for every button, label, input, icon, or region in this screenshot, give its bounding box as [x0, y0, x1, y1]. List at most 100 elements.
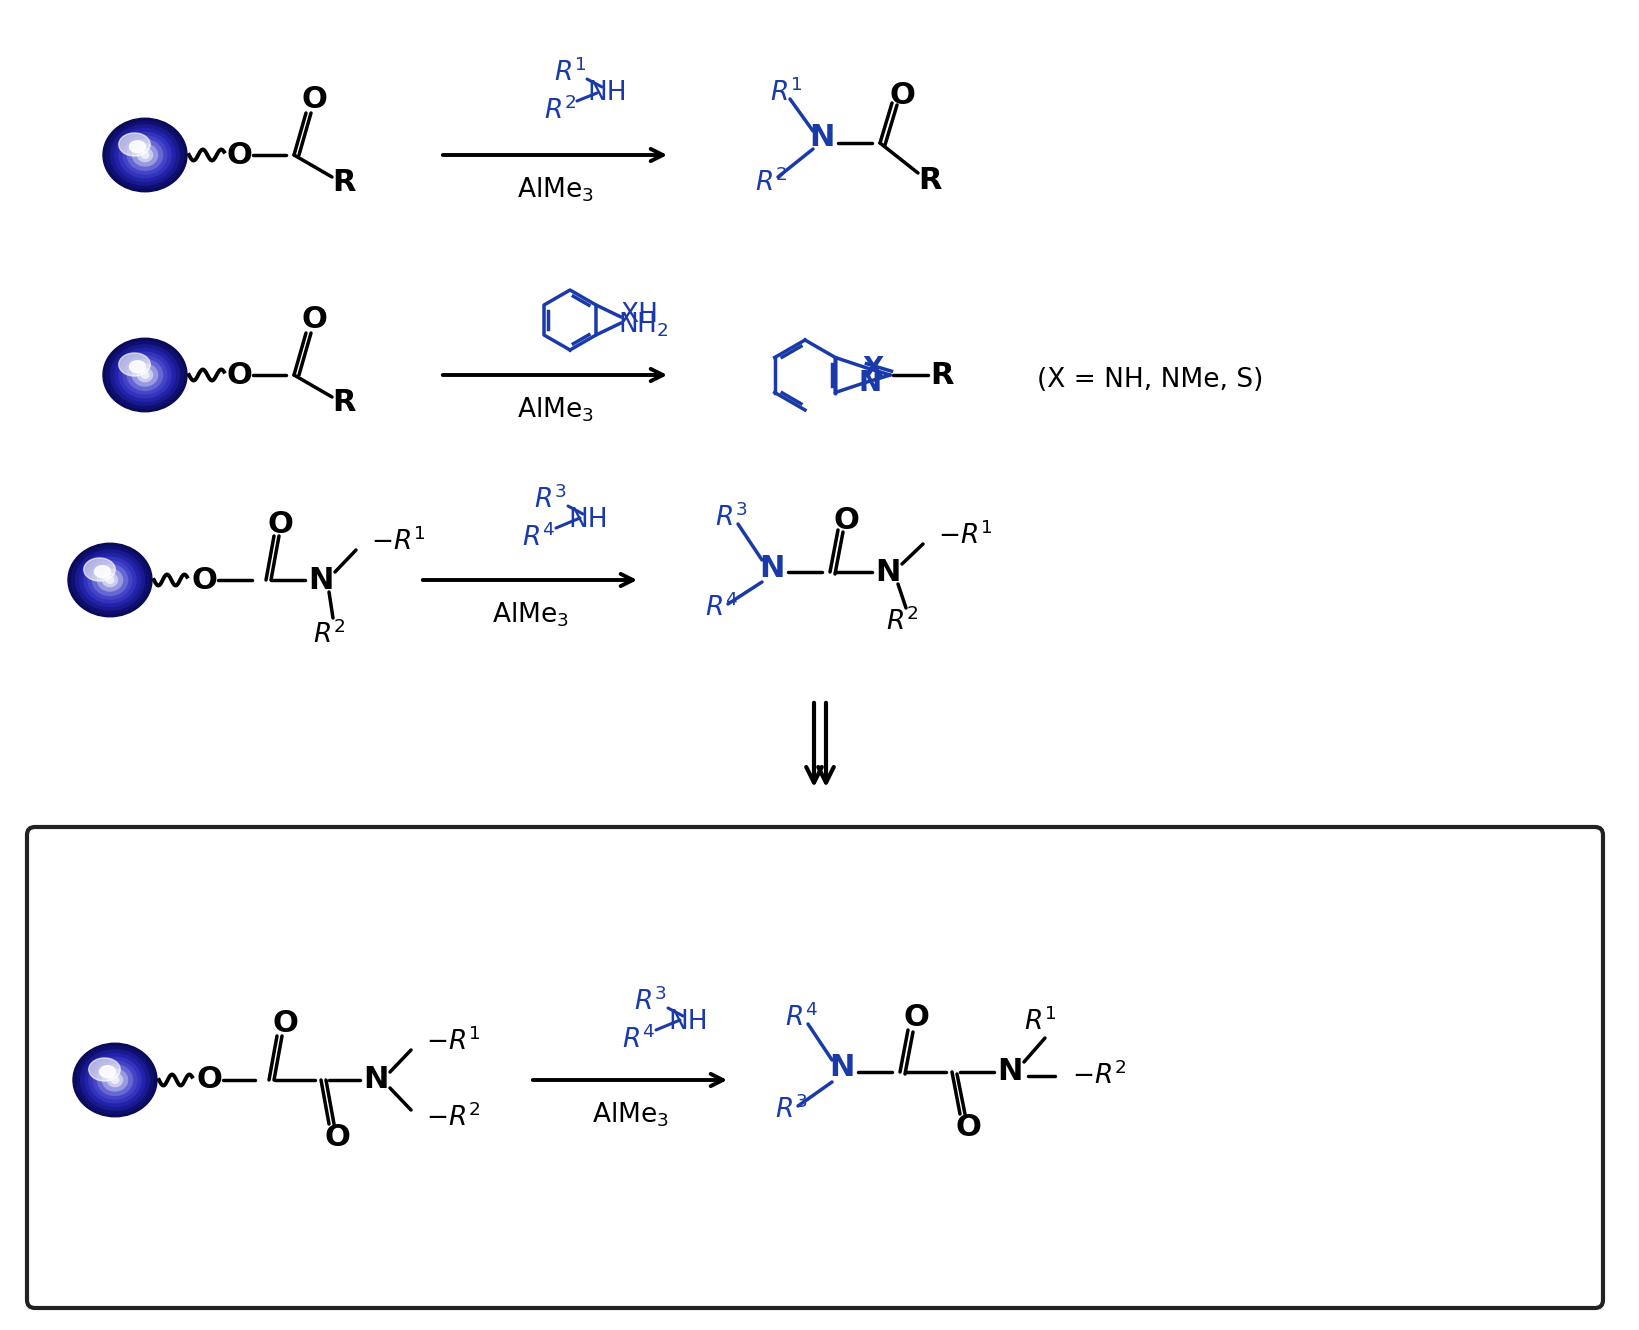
Ellipse shape — [110, 125, 179, 185]
Text: O: O — [226, 141, 252, 169]
Text: $R^4$: $R^4$ — [521, 524, 554, 552]
Text: N: N — [859, 368, 882, 396]
Ellipse shape — [118, 352, 151, 376]
Ellipse shape — [138, 368, 152, 382]
Ellipse shape — [107, 342, 184, 408]
Ellipse shape — [75, 549, 144, 610]
Ellipse shape — [115, 129, 175, 181]
Ellipse shape — [128, 359, 162, 391]
Text: $R^1$: $R^1$ — [554, 59, 585, 88]
Ellipse shape — [120, 352, 170, 398]
Text: $R^3$: $R^3$ — [715, 504, 747, 532]
Ellipse shape — [84, 557, 136, 602]
Ellipse shape — [89, 1057, 141, 1103]
Text: O: O — [226, 360, 252, 390]
Ellipse shape — [67, 543, 152, 617]
Text: N: N — [997, 1057, 1023, 1087]
Ellipse shape — [107, 121, 184, 189]
Ellipse shape — [97, 1064, 133, 1096]
Text: N: N — [875, 557, 900, 587]
Text: $R^3$: $R^3$ — [775, 1096, 806, 1124]
Text: N: N — [364, 1065, 388, 1095]
Ellipse shape — [72, 547, 149, 614]
Ellipse shape — [110, 344, 179, 406]
Text: $R^4$: $R^4$ — [621, 1025, 654, 1055]
Text: $R^4$: $R^4$ — [785, 1004, 818, 1032]
Text: O: O — [325, 1124, 349, 1153]
Text: O: O — [302, 85, 326, 113]
Ellipse shape — [80, 553, 141, 606]
Text: NH: NH — [567, 507, 608, 533]
Text: AlMe$_3$: AlMe$_3$ — [592, 1101, 669, 1129]
Text: NH: NH — [587, 80, 626, 106]
Text: $-R^2$: $-R^2$ — [1072, 1061, 1126, 1091]
Text: R: R — [333, 387, 356, 416]
Text: $R^2$: $R^2$ — [885, 608, 918, 636]
Ellipse shape — [100, 1065, 115, 1077]
Ellipse shape — [103, 338, 187, 412]
Ellipse shape — [80, 1049, 149, 1111]
Text: NH: NH — [667, 1009, 708, 1035]
Ellipse shape — [84, 559, 115, 581]
Ellipse shape — [77, 1047, 154, 1113]
Text: AlMe$_3$: AlMe$_3$ — [516, 396, 593, 424]
Text: O: O — [267, 509, 293, 539]
Text: N: N — [829, 1053, 854, 1083]
Text: $R^1$: $R^1$ — [770, 78, 801, 108]
Text: O: O — [903, 1004, 928, 1032]
Ellipse shape — [85, 1053, 146, 1107]
Ellipse shape — [138, 149, 152, 162]
Ellipse shape — [133, 364, 157, 386]
Ellipse shape — [118, 133, 151, 156]
Ellipse shape — [95, 565, 110, 577]
Text: $R^1$: $R^1$ — [1023, 1008, 1056, 1036]
Ellipse shape — [74, 1043, 157, 1117]
Ellipse shape — [92, 564, 128, 596]
Text: R: R — [333, 168, 356, 197]
Text: N: N — [759, 553, 783, 583]
Text: $-R^2$: $-R^2$ — [426, 1104, 480, 1132]
Text: XH: XH — [620, 302, 657, 329]
Ellipse shape — [102, 573, 118, 587]
Ellipse shape — [97, 569, 123, 591]
Ellipse shape — [103, 118, 187, 192]
Text: $R^4$: $R^4$ — [705, 593, 738, 622]
Text: $R^2$: $R^2$ — [544, 97, 575, 125]
Ellipse shape — [102, 1069, 128, 1091]
Text: $-R^1$: $-R^1$ — [426, 1028, 480, 1056]
Text: X: X — [862, 355, 883, 383]
Text: O: O — [888, 81, 915, 109]
FancyBboxPatch shape — [26, 827, 1601, 1307]
Text: $-R^1$: $-R^1$ — [370, 528, 425, 556]
Ellipse shape — [141, 152, 149, 158]
Text: O: O — [302, 305, 326, 334]
Text: O: O — [833, 505, 859, 535]
Ellipse shape — [141, 371, 149, 378]
Ellipse shape — [123, 136, 167, 174]
Text: N: N — [808, 122, 834, 152]
Text: O: O — [272, 1009, 298, 1039]
Text: $R^2$: $R^2$ — [313, 621, 344, 649]
Text: AlMe$_3$: AlMe$_3$ — [492, 601, 569, 629]
Ellipse shape — [123, 356, 167, 394]
Ellipse shape — [129, 360, 146, 372]
Ellipse shape — [129, 141, 146, 153]
Ellipse shape — [120, 132, 170, 178]
Text: NH$_2$: NH$_2$ — [618, 311, 669, 339]
Text: $-R^1$: $-R^1$ — [938, 521, 992, 551]
Ellipse shape — [111, 1077, 118, 1084]
Ellipse shape — [89, 1057, 120, 1081]
Text: R: R — [929, 360, 954, 390]
Text: (X = NH, NMe, S): (X = NH, NMe, S) — [1036, 367, 1262, 392]
Text: O: O — [197, 1065, 221, 1095]
Text: AlMe$_3$: AlMe$_3$ — [516, 176, 593, 205]
Text: O: O — [192, 565, 216, 595]
Ellipse shape — [93, 1061, 136, 1099]
Ellipse shape — [89, 561, 131, 598]
Text: N: N — [308, 565, 333, 595]
Ellipse shape — [133, 144, 157, 166]
Text: $R^2$: $R^2$ — [754, 169, 787, 197]
Ellipse shape — [115, 348, 175, 402]
Text: $R^3$: $R^3$ — [533, 485, 565, 515]
Ellipse shape — [108, 1073, 123, 1087]
